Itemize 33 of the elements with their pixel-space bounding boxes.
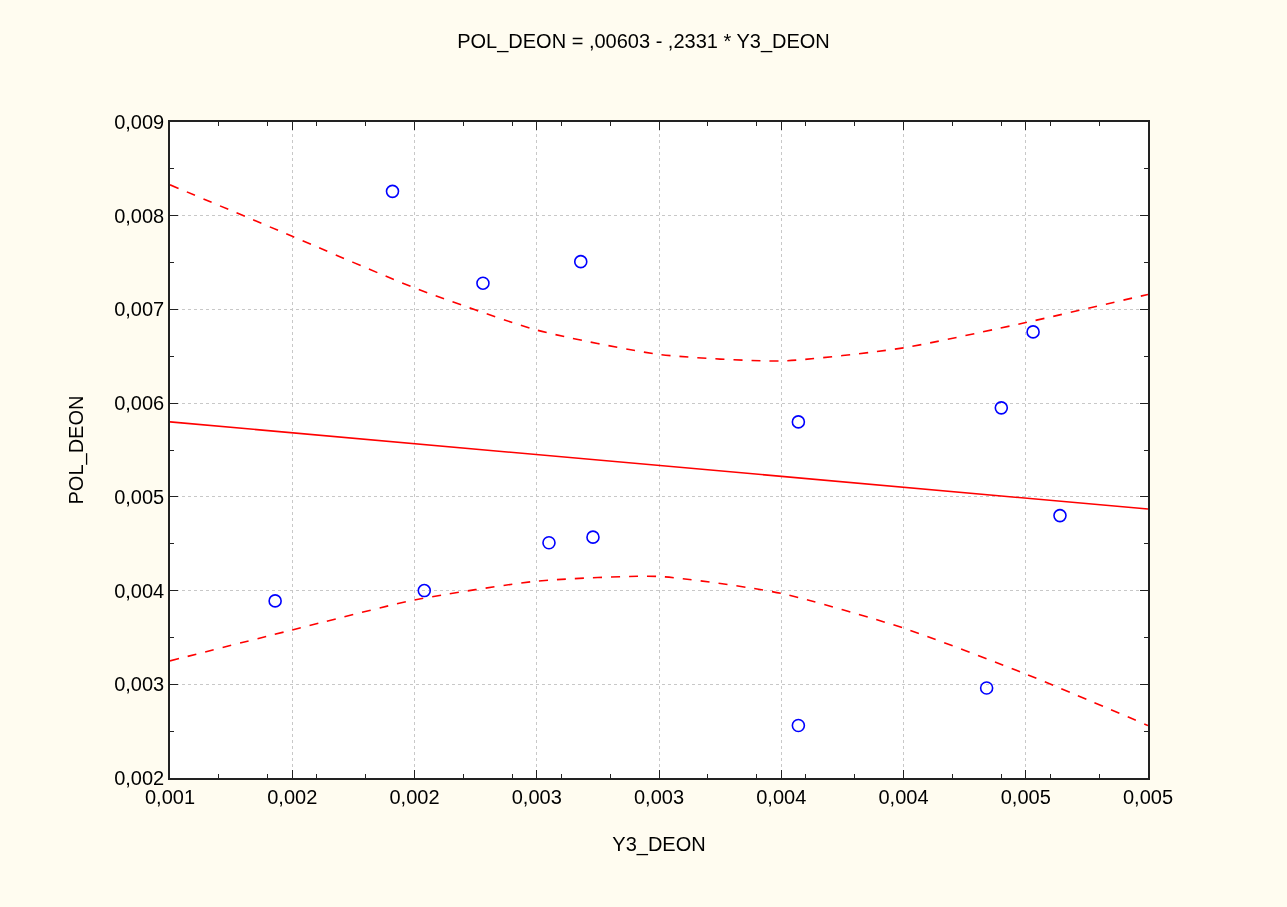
y-tick-label: 0,005	[114, 485, 165, 508]
point	[1053, 508, 1067, 523]
y-tick-label: 0,008	[114, 204, 165, 227]
x-tick-label: 0,005	[1000, 785, 1051, 808]
point	[791, 718, 806, 733]
y-tick-label: 0,004	[114, 579, 165, 602]
x-tick-label: 0,002	[267, 785, 318, 808]
point	[476, 276, 490, 290]
point	[573, 254, 588, 269]
point	[994, 401, 1009, 415]
x-tick-label: 0,005	[1122, 785, 1174, 808]
chart-title: POL_DEON = ,00603 - ,2331 * Y3_DEON	[457, 29, 830, 53]
x-tick-label: 0,003	[633, 785, 685, 808]
point	[1026, 325, 1040, 339]
y-tick-label: 0,003	[114, 673, 165, 696]
x-tick-label: 0,003	[511, 785, 562, 808]
y-tick-label: 0,006	[114, 392, 165, 415]
point	[417, 583, 432, 598]
point	[385, 184, 400, 199]
x-axis-title: Y3_DEON	[612, 832, 706, 856]
line-series	[170, 575, 1148, 727]
point	[979, 681, 994, 695]
point	[586, 530, 600, 544]
point	[268, 594, 282, 608]
point	[791, 415, 806, 429]
line-series	[170, 183, 1148, 362]
x-tick-label: 0,004	[878, 785, 929, 808]
point	[542, 535, 556, 550]
x-tick-label: 0,002	[389, 785, 440, 808]
y-axis-title: POL_DEON	[65, 395, 89, 505]
x-tick-label: 0,004	[756, 785, 807, 808]
y-tick-label: 0,009	[114, 111, 165, 133]
y-tick-label: 0,007	[114, 298, 165, 321]
